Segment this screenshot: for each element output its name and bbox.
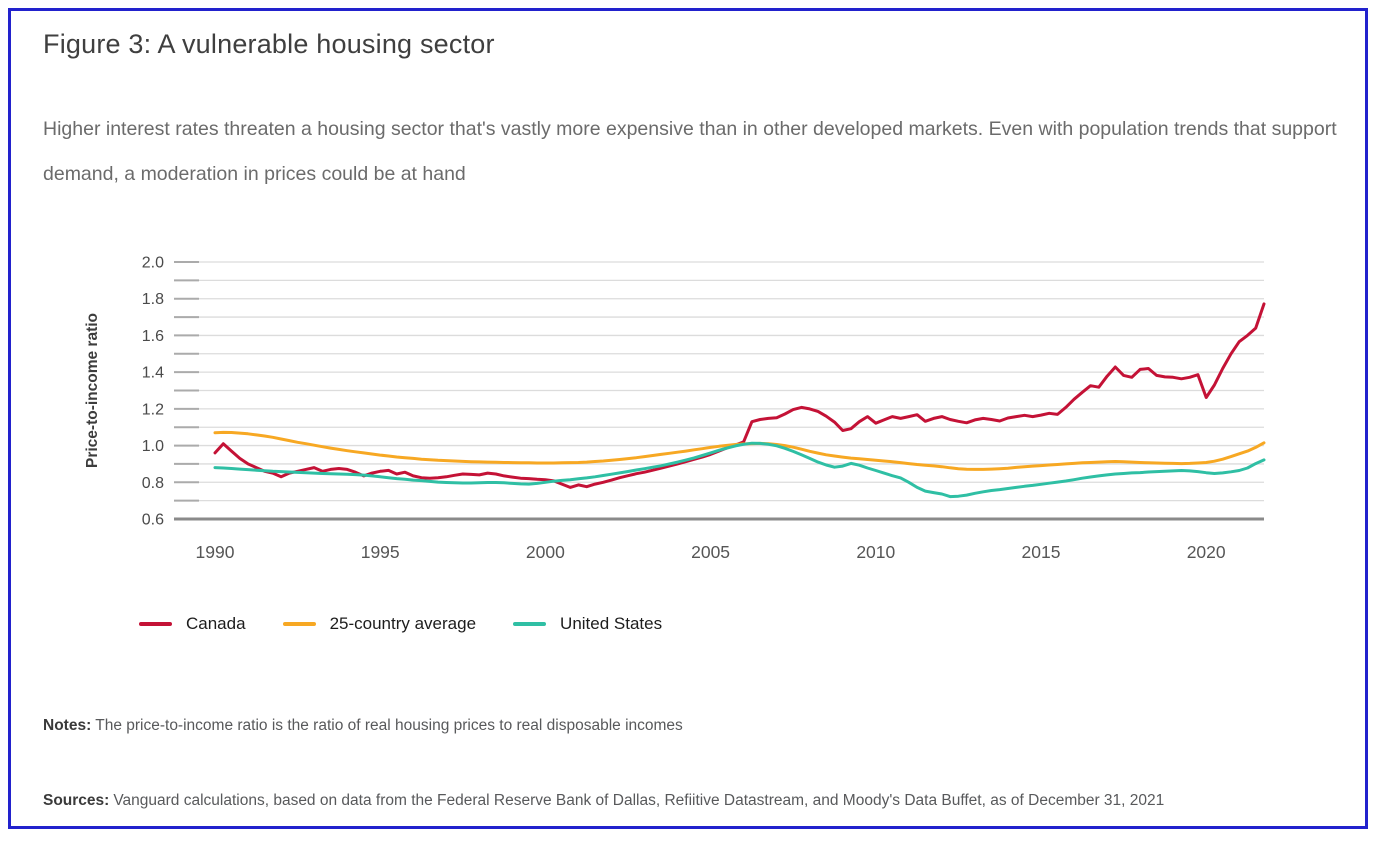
figure-title: Figure 3: A vulnerable housing sector: [43, 29, 495, 59]
x-tick-label: 1990: [196, 542, 235, 562]
legend-item-canada: Canada: [139, 614, 246, 634]
y-tick-label: 0.6: [142, 512, 164, 529]
y-tick-label: 0.8: [142, 475, 164, 492]
figure-sources: Sources: Vanguard calculations, based on …: [43, 792, 1164, 810]
legend-swatch-25-country-average: [282, 622, 316, 626]
y-tick-label: 1.4: [142, 365, 164, 382]
y-tick-label: 1.6: [142, 328, 164, 345]
series-line-united-states: [213, 441, 1266, 499]
x-tick-label: 2015: [1022, 542, 1061, 562]
legend-swatch-united-states: [513, 622, 547, 626]
legend-label-25-country-average: 25-country average: [329, 614, 477, 633]
legend-label-united-states: United States: [560, 614, 663, 633]
legend-swatch-canada: [139, 622, 172, 626]
series-line-25-country-average: [213, 430, 1266, 471]
sources-text: Vanguard calculations, based on data fro…: [113, 792, 1165, 809]
x-tick-label: 2005: [691, 542, 730, 562]
x-tick-label: 2020: [1187, 542, 1226, 562]
y-axis-title: Price-to-income ratio: [84, 313, 101, 468]
legend-item-25-country-average: 25-country average: [282, 614, 477, 634]
y-tick-label: 1.0: [142, 438, 164, 455]
series-line-canada: [213, 302, 1266, 489]
sources-label: Sources:: [43, 792, 110, 809]
notes-label: Notes:: [43, 717, 92, 734]
figure-frame: Figure 3: A vulnerable housing sector Hi…: [8, 8, 1368, 829]
gridlines: [174, 261, 1264, 521]
chart-legend: Canada 25-country average United States: [139, 614, 699, 634]
x-tick-label: 1995: [361, 542, 400, 562]
y-tick-label: 1.2: [142, 401, 164, 418]
legend-label-canada: Canada: [186, 614, 246, 633]
y-tick-label: 1.8: [142, 291, 164, 308]
figure-subtitle: Higher interest rates threaten a housing…: [43, 118, 1337, 185]
y-tick-label: 2.0: [142, 255, 164, 272]
notes-text: The price-to-income ratio is the ratio o…: [95, 717, 683, 734]
y-axis-labels: 0.6 0.8 1.0 1.2 1.4 1.6 1.8 2.0: [142, 255, 164, 529]
x-tick-label: 2010: [856, 542, 895, 562]
figure-notes: Notes: The price-to-income ratio is the r…: [43, 717, 683, 735]
legend-item-united-states: United States: [513, 614, 662, 634]
x-axis-labels: 1990 1995 2000 2005 2010 2015 2020: [196, 542, 1226, 562]
x-tick-label: 2000: [526, 542, 565, 562]
